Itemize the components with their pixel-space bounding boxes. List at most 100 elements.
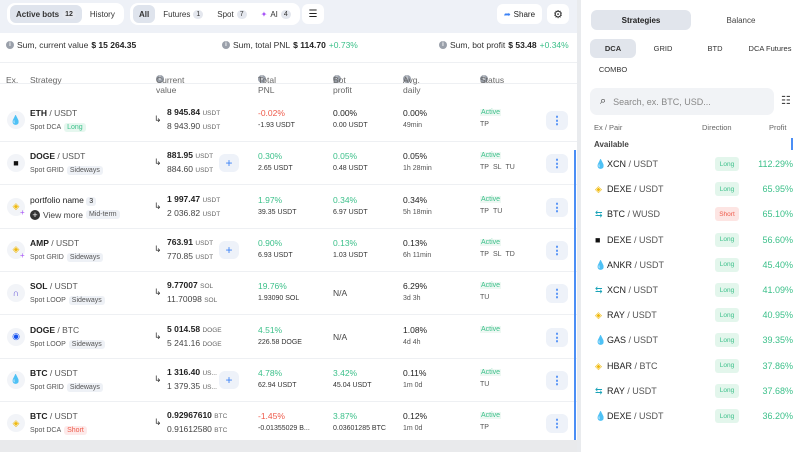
unit: USDT xyxy=(202,110,221,117)
settings-button[interactable]: ⚙ xyxy=(547,4,569,24)
portfolio-name[interactable]: portfolio name 3 xyxy=(30,195,97,206)
quote-asset: USDT xyxy=(54,411,78,422)
more-menu-button[interactable]: ⋮ xyxy=(546,111,568,130)
pair-row[interactable]: 💧 DEXE / USDT Long 36.20% xyxy=(591,404,793,429)
pair-row[interactable]: ◈ RAY / USDT Long 40.95% xyxy=(591,303,793,328)
tab-grid[interactable]: GRID xyxy=(653,44,673,53)
bot-profit-value: 6.97 USDT xyxy=(333,208,368,216)
info-icon[interactable]: i xyxy=(258,75,266,83)
bot-row[interactable]: ◈ + AMP / USDT Spot GRID Sideways ↳ 763.91 USD… xyxy=(0,229,577,272)
sliders-icon[interactable]: ☷ xyxy=(781,95,791,107)
plus-circle-icon[interactable]: + xyxy=(30,209,40,220)
share-button[interactable]: ➦ Share xyxy=(497,4,542,24)
more-menu-button[interactable]: ⋮ xyxy=(546,284,568,304)
add-funds-button[interactable]: + xyxy=(219,240,239,259)
info-icon[interactable]: i xyxy=(480,75,488,83)
direction-badge: Long xyxy=(715,157,739,171)
value: 1 379.35 xyxy=(167,380,201,391)
filter-all[interactable]: All xyxy=(133,5,156,23)
exchange-icon: 💧 xyxy=(7,370,25,389)
total-pnl-pct: 1.97% xyxy=(258,194,283,205)
bot-row[interactable]: ■ DOGE / USDT Spot GRID Sideways ↳ 881.95 USD… xyxy=(0,142,577,186)
filter-ai[interactable]: ✦ AI 4 xyxy=(255,5,297,23)
tab-btd[interactable]: BTD xyxy=(707,44,723,53)
tab-label: History xyxy=(89,9,115,19)
flag: SL xyxy=(492,250,502,258)
tab-balance[interactable]: Balance xyxy=(726,15,756,25)
status-badge: Active xyxy=(480,109,502,116)
base-asset: DEXE xyxy=(607,234,632,245)
more-menu-button[interactable]: ⋮ xyxy=(546,370,568,390)
pair-name[interactable]: DOGE / USDT xyxy=(30,151,86,162)
info-icon[interactable]: i xyxy=(439,41,447,49)
value: 1 997.47 xyxy=(167,193,201,204)
pair-row[interactable]: ⇆ XCN / USDT Long 41.09% xyxy=(591,278,793,303)
col-profit[interactable]: Profit xyxy=(769,123,787,132)
current-value: 8 945.84 USDT xyxy=(167,107,220,117)
pair-name[interactable]: DOGE / BTC xyxy=(30,324,80,335)
exchange-icon: ◈ xyxy=(595,184,602,195)
bot-row[interactable]: 💧 BTC / USDT Spot GRID Sideways ↳ 1 316.40 US… xyxy=(0,359,577,402)
unit: USDT xyxy=(195,253,214,261)
flags: TP SL TD xyxy=(480,251,515,258)
pair-row[interactable]: ◈ HBAR / BTC Long 37.86% xyxy=(591,354,793,379)
pair-search-input[interactable]: ⌕ Search, ex. BTC, USD... xyxy=(590,88,774,115)
add-funds-button[interactable]: + xyxy=(219,154,239,173)
pair-name[interactable]: SOL / USDT xyxy=(30,281,78,292)
scrollbar[interactable] xyxy=(574,150,576,440)
tab-active-bots[interactable]: Active bots 12 xyxy=(10,5,82,23)
bot-row[interactable]: 💧 ETH / USDT Spot DCA Long ↳ 8 945.84 USDT 8 9… xyxy=(0,99,577,142)
exchange-icon: ◈ + xyxy=(7,240,25,260)
pair-row[interactable]: 💧 GAS / USDT Long 39.35% xyxy=(591,328,793,353)
bot-profit-pct: 3.42% xyxy=(333,367,358,378)
avg-daily-pct: 0.05% xyxy=(403,151,428,162)
bot-row[interactable]: ◈ BTC / USDT Spot DCA Short ↳ 0.92967610 BTC 0… xyxy=(0,402,577,446)
info-icon[interactable]: i xyxy=(222,41,230,49)
strategy-type[interactable]: View more xyxy=(43,209,83,220)
more-menu-button[interactable]: ⋮ xyxy=(546,414,568,434)
flags: TP SL TU xyxy=(480,164,515,171)
filter-spot[interactable]: Spot 7 xyxy=(211,5,252,23)
pair-row[interactable]: ■ DEXE / USDT Long 56.60% xyxy=(591,228,793,253)
info-icon[interactable]: i xyxy=(333,75,341,83)
pair-name[interactable]: BTC / USDT xyxy=(30,367,78,378)
filter-futures[interactable]: Futures 1 xyxy=(157,5,209,23)
tab-dca[interactable]: DCA xyxy=(590,39,636,58)
tab-strategies[interactable]: Strategies xyxy=(591,10,691,30)
flag: SL xyxy=(492,164,502,172)
base-asset: BTC xyxy=(30,411,48,422)
pair-row[interactable]: 💧 XCN / USDT Long 112.29% xyxy=(591,152,793,177)
current-value: 5 014.58 DOGE xyxy=(167,324,222,334)
status-badge: Active xyxy=(480,325,502,333)
status-badge: Active xyxy=(480,282,502,290)
info-icon[interactable]: i xyxy=(6,41,14,49)
tab-combo[interactable]: COMBO xyxy=(598,65,628,74)
curve-arrow-icon: ↳ xyxy=(154,200,162,211)
more-menu-button[interactable]: ⋮ xyxy=(546,197,568,217)
pair-row[interactable]: ⇆ RAY / USDT Long 37.68% xyxy=(591,379,793,404)
filter-settings-button[interactable]: ☰ xyxy=(302,4,324,24)
pair-name: GAS / USDT xyxy=(607,335,659,346)
more-menu-button[interactable]: ⋮ xyxy=(546,240,568,260)
pair-name[interactable]: ETH / USDT xyxy=(30,108,78,118)
tab-history[interactable]: History xyxy=(84,5,121,23)
pair-row[interactable]: ◈ DEXE / USDT Long 65.95% xyxy=(591,177,793,202)
scrollbar[interactable] xyxy=(791,138,793,150)
pair-row[interactable]: ⇆ BTC / WUSD Short 65.10% xyxy=(591,202,793,227)
tab-dca-futures[interactable]: DCA Futures xyxy=(748,44,792,53)
bot-row[interactable]: ◉ DOGE / BTC Spot LOOP Sideways ↳ 5 014.58 DO… xyxy=(0,316,577,359)
info-icon[interactable]: i xyxy=(156,75,164,83)
unit: SOL xyxy=(204,297,218,305)
info-icon[interactable]: i xyxy=(403,75,411,83)
pair-name[interactable]: AMP / USDT xyxy=(30,237,80,248)
pair-row[interactable]: 💧 ANKR / USDT Long 45.40% xyxy=(591,253,793,278)
add-funds-button[interactable]: + xyxy=(219,370,239,389)
more-menu-button[interactable]: ⋮ xyxy=(546,327,568,347)
more-menu-button[interactable]: ⋮ xyxy=(546,154,568,174)
pair-name[interactable]: BTC / USDT xyxy=(30,411,78,422)
flags: TP xyxy=(480,121,489,128)
value: 8 943.90 xyxy=(167,121,201,131)
bot-row[interactable]: ◈ + portfolio name 3 + View more Mid-term ↳ 1 9… xyxy=(0,186,577,229)
sparkle-icon: ✦ xyxy=(260,9,268,19)
bot-row[interactable]: ∩ SOL / USDT Spot LOOP Sideways ↳ 9.77007 SOL… xyxy=(0,272,577,316)
